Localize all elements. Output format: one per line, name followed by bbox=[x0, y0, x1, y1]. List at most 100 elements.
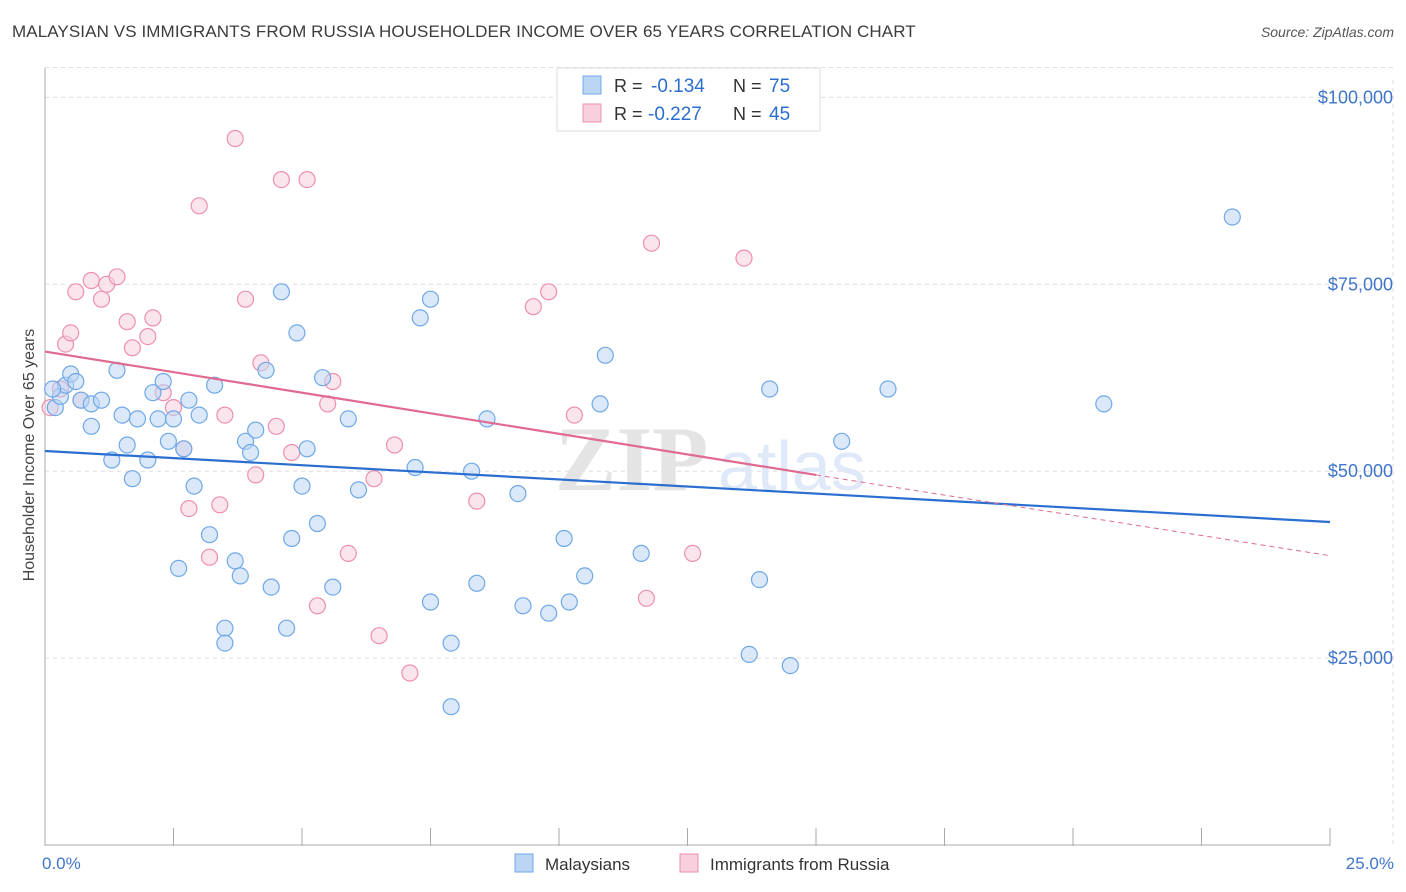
y-tick-label: $50,000 bbox=[1328, 461, 1393, 481]
point-malaysians bbox=[288, 324, 306, 342]
point-malaysians bbox=[283, 529, 301, 548]
point-malaysians bbox=[242, 443, 260, 462]
point-immigrants-from-russia bbox=[683, 544, 702, 563]
point-immigrants-from-russia bbox=[339, 544, 357, 563]
point-immigrants-from-russia bbox=[226, 129, 244, 148]
x-tick-label-right: 25.0% bbox=[1346, 854, 1394, 873]
point-malaysians bbox=[185, 477, 203, 495]
point-malaysians bbox=[308, 514, 326, 533]
point-malaysians bbox=[514, 597, 532, 615]
point-malaysians bbox=[216, 619, 234, 637]
point-malaysians bbox=[298, 440, 316, 458]
legend-swatch-russia bbox=[582, 103, 602, 123]
point-malaysians bbox=[560, 593, 578, 611]
grid-lines bbox=[45, 66, 1394, 845]
point-malaysians bbox=[231, 567, 249, 585]
point-immigrants-from-russia bbox=[62, 324, 80, 342]
point-malaysians bbox=[406, 458, 424, 477]
point-immigrants-from-russia bbox=[67, 283, 85, 301]
point-malaysians bbox=[159, 432, 177, 450]
legend-n-value-2: 45 bbox=[769, 104, 790, 125]
point-malaysians bbox=[216, 634, 234, 652]
point-immigrants-from-russia bbox=[216, 406, 234, 424]
legend-r-value-2: -0.227 bbox=[648, 104, 702, 125]
point-malaysians bbox=[293, 477, 311, 495]
point-malaysians bbox=[591, 395, 609, 413]
point-immigrants-from-russia bbox=[200, 548, 219, 566]
legend-r-label-2: R = bbox=[614, 104, 643, 124]
point-malaysians bbox=[262, 578, 280, 596]
point-immigrants-from-russia bbox=[236, 290, 255, 308]
point-malaysians bbox=[463, 462, 481, 480]
legend-r-value-1: -0.134 bbox=[651, 76, 705, 97]
point-malaysians bbox=[411, 309, 429, 327]
point-immigrants-from-russia bbox=[180, 500, 198, 518]
point-malaysians bbox=[879, 380, 897, 398]
point-immigrants-from-russia bbox=[401, 664, 419, 682]
point-immigrants-from-russia bbox=[540, 283, 558, 301]
point-malaysians bbox=[324, 578, 342, 596]
point-malaysians bbox=[226, 552, 244, 570]
legend-n-value-1: 75 bbox=[769, 76, 790, 97]
chart-title: MALAYSIAN VS IMMIGRANTS FROM RUSSIA HOUS… bbox=[12, 22, 916, 41]
point-malaysians bbox=[421, 290, 440, 308]
point-immigrants-from-russia bbox=[298, 171, 316, 189]
trend-line-russia bbox=[44, 350, 817, 477]
point-malaysians bbox=[468, 574, 486, 592]
point-immigrants-from-russia bbox=[565, 406, 584, 424]
source-credit: Source: ZipAtlas.com bbox=[1260, 24, 1394, 40]
point-malaysians bbox=[349, 481, 368, 499]
point-malaysians bbox=[154, 372, 172, 391]
point-malaysians bbox=[596, 346, 614, 364]
point-immigrants-from-russia bbox=[272, 171, 290, 189]
trend-line-malaysians bbox=[44, 449, 1331, 524]
point-malaysians bbox=[206, 376, 224, 394]
legend-n-label-1: N = bbox=[733, 76, 762, 96]
bottom-legend-russia: Immigrants from Russia bbox=[710, 855, 890, 874]
point-malaysians bbox=[314, 369, 332, 387]
point-malaysians bbox=[144, 384, 162, 402]
point-immigrants-from-russia bbox=[370, 627, 388, 645]
y-axis-label: Householder Income Over 65 years bbox=[21, 329, 38, 582]
point-malaysians bbox=[478, 410, 496, 428]
axes bbox=[44, 68, 1331, 846]
point-malaysians bbox=[833, 432, 851, 450]
point-immigrants-from-russia bbox=[735, 249, 753, 267]
point-malaysians bbox=[164, 410, 183, 428]
point-malaysians bbox=[339, 410, 357, 428]
point-malaysians bbox=[190, 406, 208, 424]
point-immigrants-from-russia bbox=[139, 328, 157, 346]
point-malaysians bbox=[540, 604, 558, 622]
point-malaysians bbox=[576, 567, 594, 585]
point-immigrants-from-russia bbox=[190, 197, 208, 215]
point-immigrants-from-russia bbox=[82, 271, 100, 290]
y-tick-label: $25,000 bbox=[1328, 648, 1393, 668]
point-immigrants-from-russia bbox=[211, 496, 229, 514]
x-tick-label-left: 0.0% bbox=[42, 854, 81, 873]
point-malaysians bbox=[278, 619, 296, 637]
series-immigrants-from-russia bbox=[41, 129, 753, 682]
point-malaysians bbox=[555, 529, 573, 548]
point-immigrants-from-russia bbox=[524, 298, 542, 316]
point-malaysians bbox=[750, 570, 769, 589]
point-malaysians bbox=[82, 417, 100, 435]
point-malaysians bbox=[200, 526, 219, 544]
point-malaysians bbox=[272, 283, 290, 301]
top-legend: R = -0.134 N = 75 R = -0.227 N = 45 bbox=[556, 67, 821, 132]
point-malaysians bbox=[1223, 208, 1241, 226]
point-malaysians bbox=[139, 451, 157, 469]
bottom-legend-malaysians: Malaysians bbox=[545, 855, 630, 874]
point-malaysians bbox=[740, 645, 758, 664]
point-malaysians bbox=[123, 470, 141, 488]
point-immigrants-from-russia bbox=[123, 339, 141, 357]
point-immigrants-from-russia bbox=[92, 290, 111, 308]
point-immigrants-from-russia bbox=[642, 234, 661, 252]
point-malaysians bbox=[421, 593, 440, 611]
point-immigrants-from-russia bbox=[637, 589, 656, 607]
point-malaysians bbox=[92, 391, 111, 409]
point-malaysians bbox=[632, 544, 650, 563]
point-malaysians bbox=[509, 485, 527, 503]
y-tick-label: $75,000 bbox=[1328, 274, 1393, 294]
point-malaysians bbox=[1095, 395, 1113, 413]
point-malaysians bbox=[118, 436, 136, 454]
